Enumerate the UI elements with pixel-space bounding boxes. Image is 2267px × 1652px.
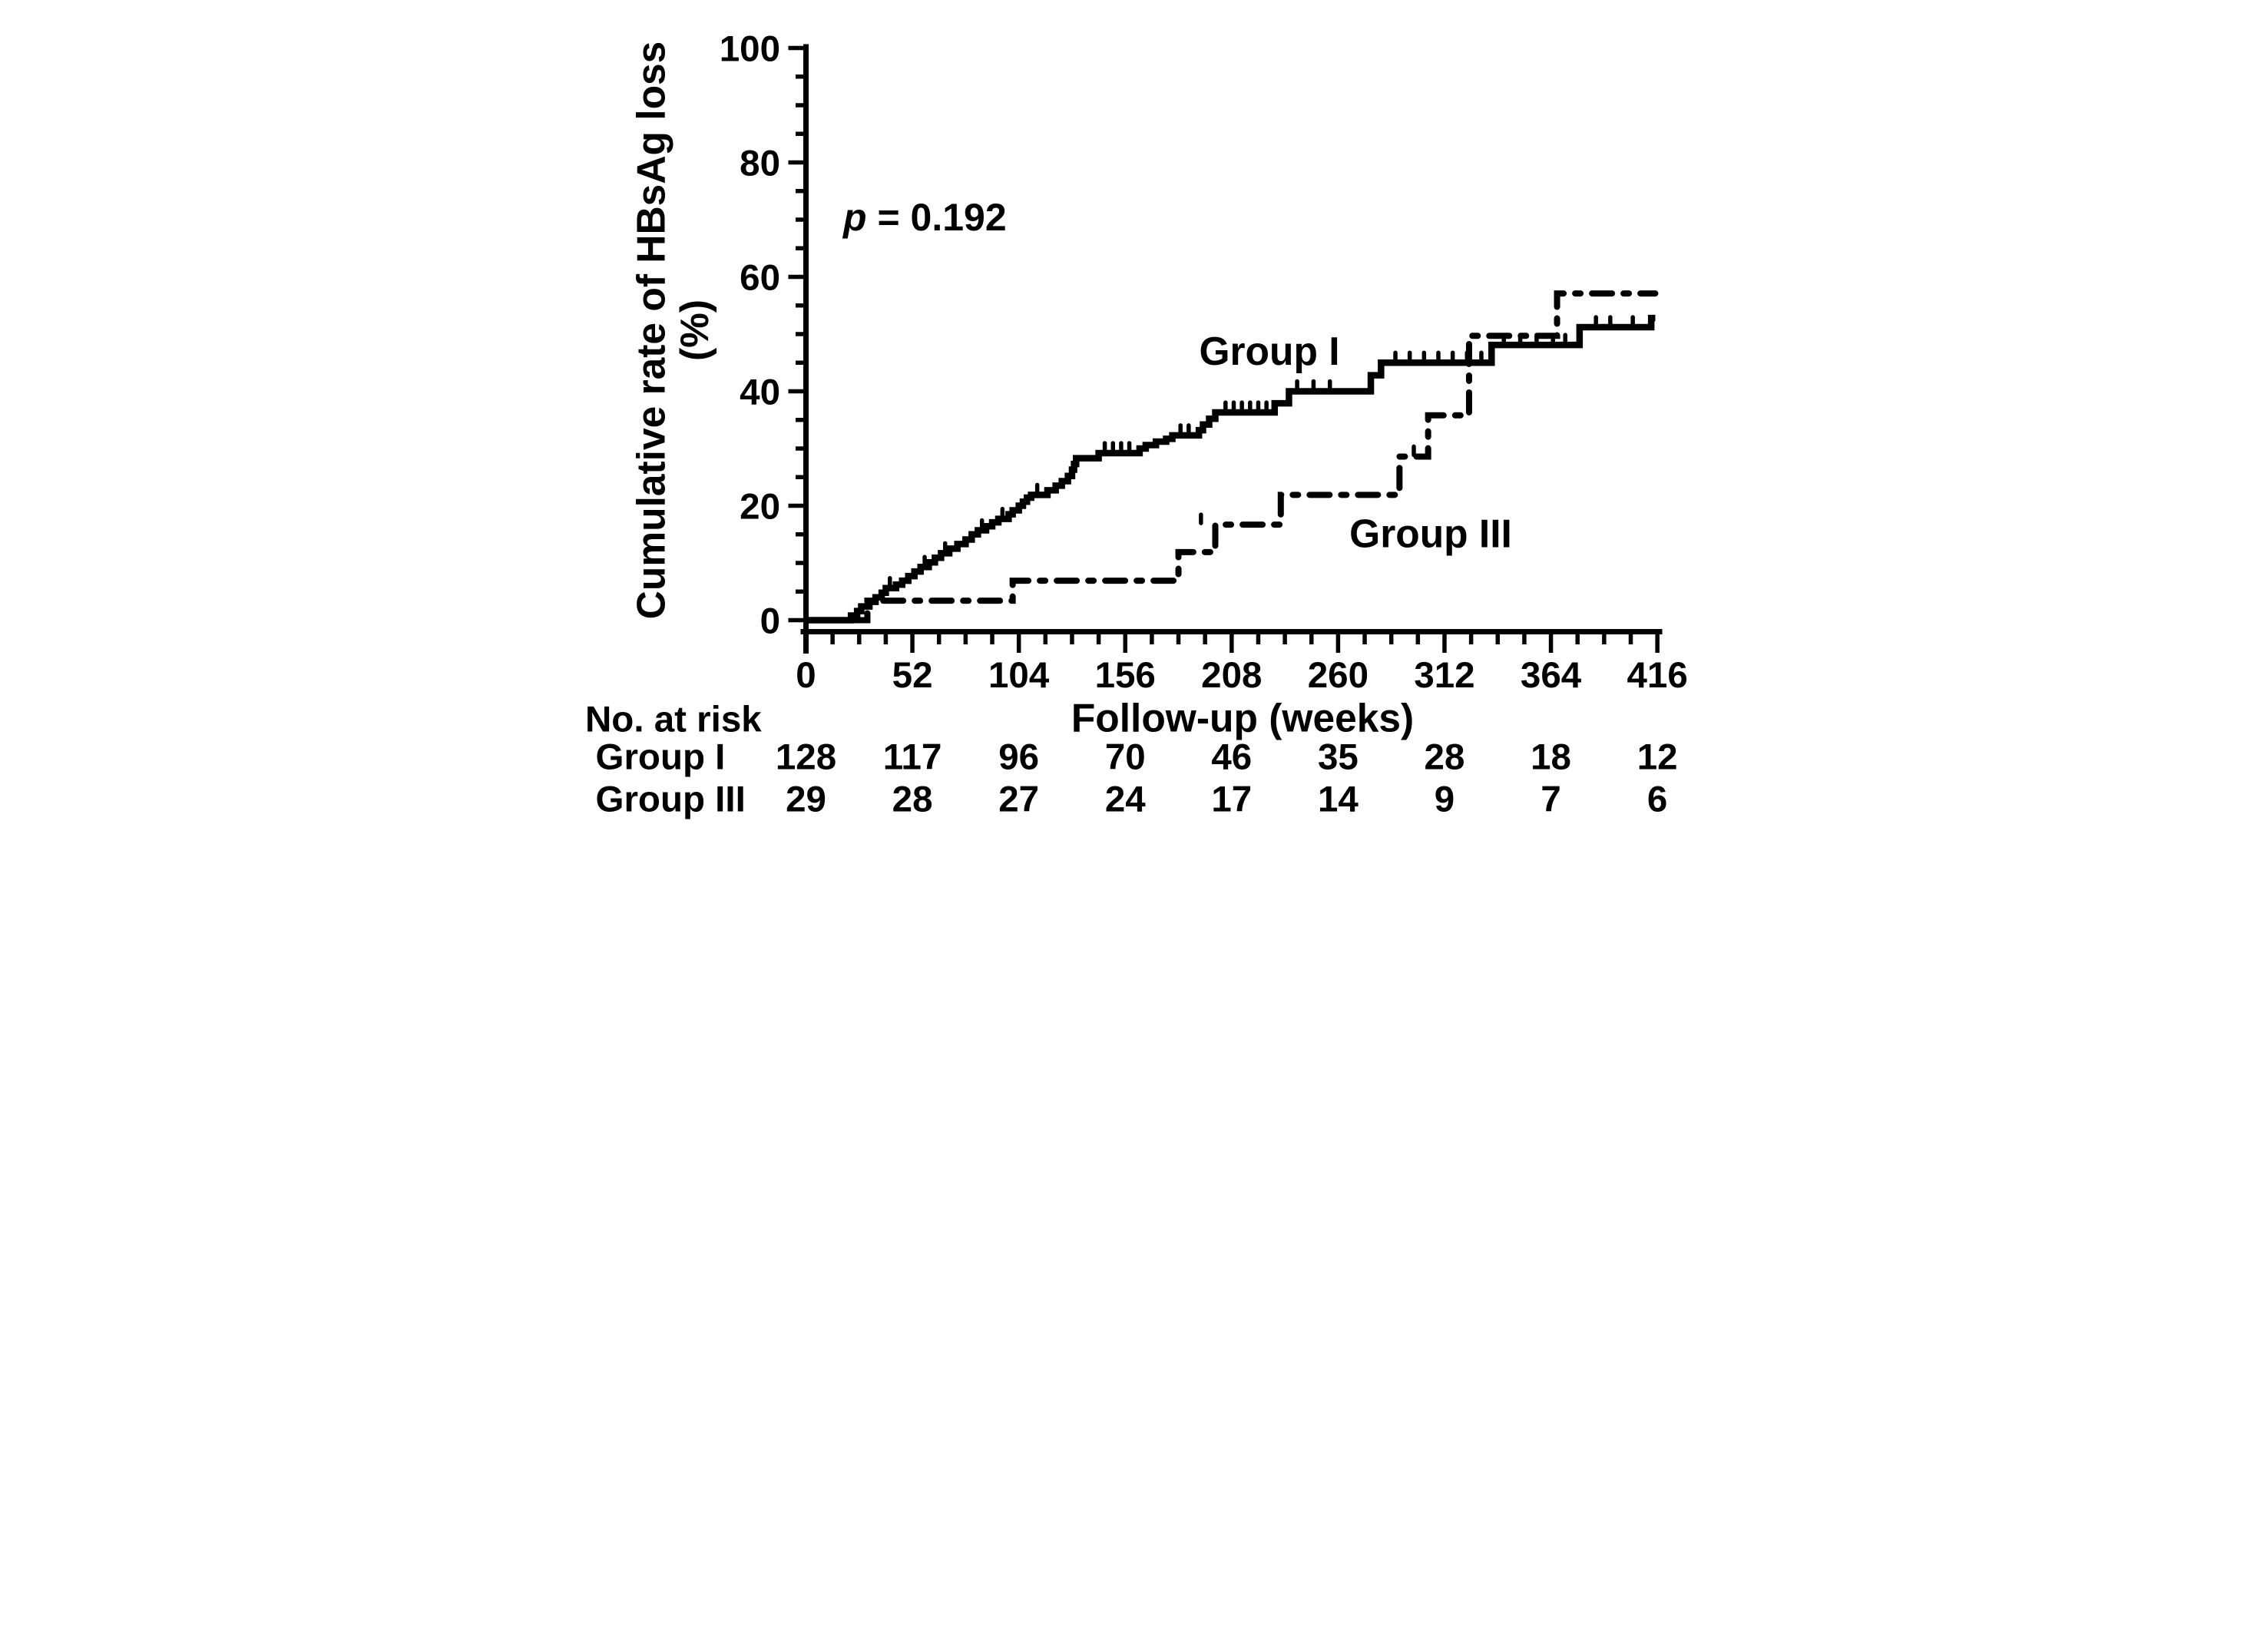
series-label-group3: Group III [1349, 511, 1512, 556]
x-tick-label: 364 [1521, 655, 1582, 696]
y-tick-label: 20 [740, 487, 780, 528]
risk-count: 12 [1637, 737, 1678, 778]
x-tick-label: 156 [1095, 655, 1156, 696]
risk-count: 6 [1647, 780, 1667, 820]
y-tick-label: 40 [740, 372, 780, 413]
axis-ticks: 0 52 104 156 208 260 312 364 416 0 20 40 60 80 100 [720, 29, 1688, 697]
risk-count: 9 [1435, 780, 1455, 820]
risk-count: 18 [1531, 737, 1571, 778]
km-plot-svg: 0 52 104 156 208 260 312 364 416 0 20 40 60 80 100 128… [567, 0, 1700, 826]
p-value-text: = 0.192 [867, 196, 1007, 239]
risk-row-label-group3: Group III [596, 780, 746, 820]
y-axis-title-line1: Cumulative rate of HBsAg loss [629, 41, 673, 620]
risk-count: 27 [998, 780, 1039, 820]
series-label-group1: Group I [1199, 329, 1339, 373]
km-curve-group3 [803, 290, 1659, 624]
risk-row-label-group1: Group I [596, 737, 726, 778]
x-tick-label: 0 [796, 655, 816, 696]
x-tick-label: 208 [1201, 655, 1262, 696]
x-tick-label: 260 [1308, 655, 1368, 696]
risk-count: 117 [883, 737, 942, 778]
risk-count: 7 [1541, 780, 1560, 820]
risk-count: 35 [1318, 737, 1359, 778]
p-symbol: p [842, 196, 867, 239]
y-tick-label: 60 [740, 258, 780, 299]
x-tick-label: 52 [892, 655, 933, 696]
risk-count: 46 [1211, 737, 1252, 778]
p-value-annotation: p = 0.192 [842, 196, 1007, 239]
y-tick-label: 100 [720, 29, 780, 70]
risk-count: 17 [1211, 780, 1252, 820]
risk-count: 29 [786, 780, 826, 820]
risk-table-header: No. at risk [585, 700, 762, 740]
risk-count: 24 [1105, 780, 1146, 820]
km-curve-group1 [806, 314, 1656, 624]
risk-table-values: 128 117 96 70 46 35 28 18 12 29 28 27 24 17 14 9 7 6 [776, 737, 1678, 820]
risk-count: 96 [998, 737, 1039, 778]
x-tick-label: 416 [1627, 655, 1688, 696]
y-tick-label: 80 [740, 144, 780, 184]
km-figure: 0 52 104 156 208 260 312 364 416 0 20 40 60 80 100 128… [567, 0, 1700, 826]
risk-count: 70 [1105, 737, 1146, 778]
x-tick-label: 104 [988, 655, 1050, 696]
x-tick-label: 312 [1414, 655, 1474, 696]
risk-count: 14 [1318, 780, 1359, 820]
km-curves [803, 290, 1659, 624]
risk-count: 28 [1425, 737, 1465, 778]
risk-count: 28 [892, 780, 933, 820]
y-tick-label: 0 [760, 601, 780, 642]
y-axis-title-line2: (%) [672, 300, 717, 361]
x-axis-title: Follow-up (weeks) [1071, 696, 1414, 740]
risk-count: 128 [776, 737, 836, 778]
